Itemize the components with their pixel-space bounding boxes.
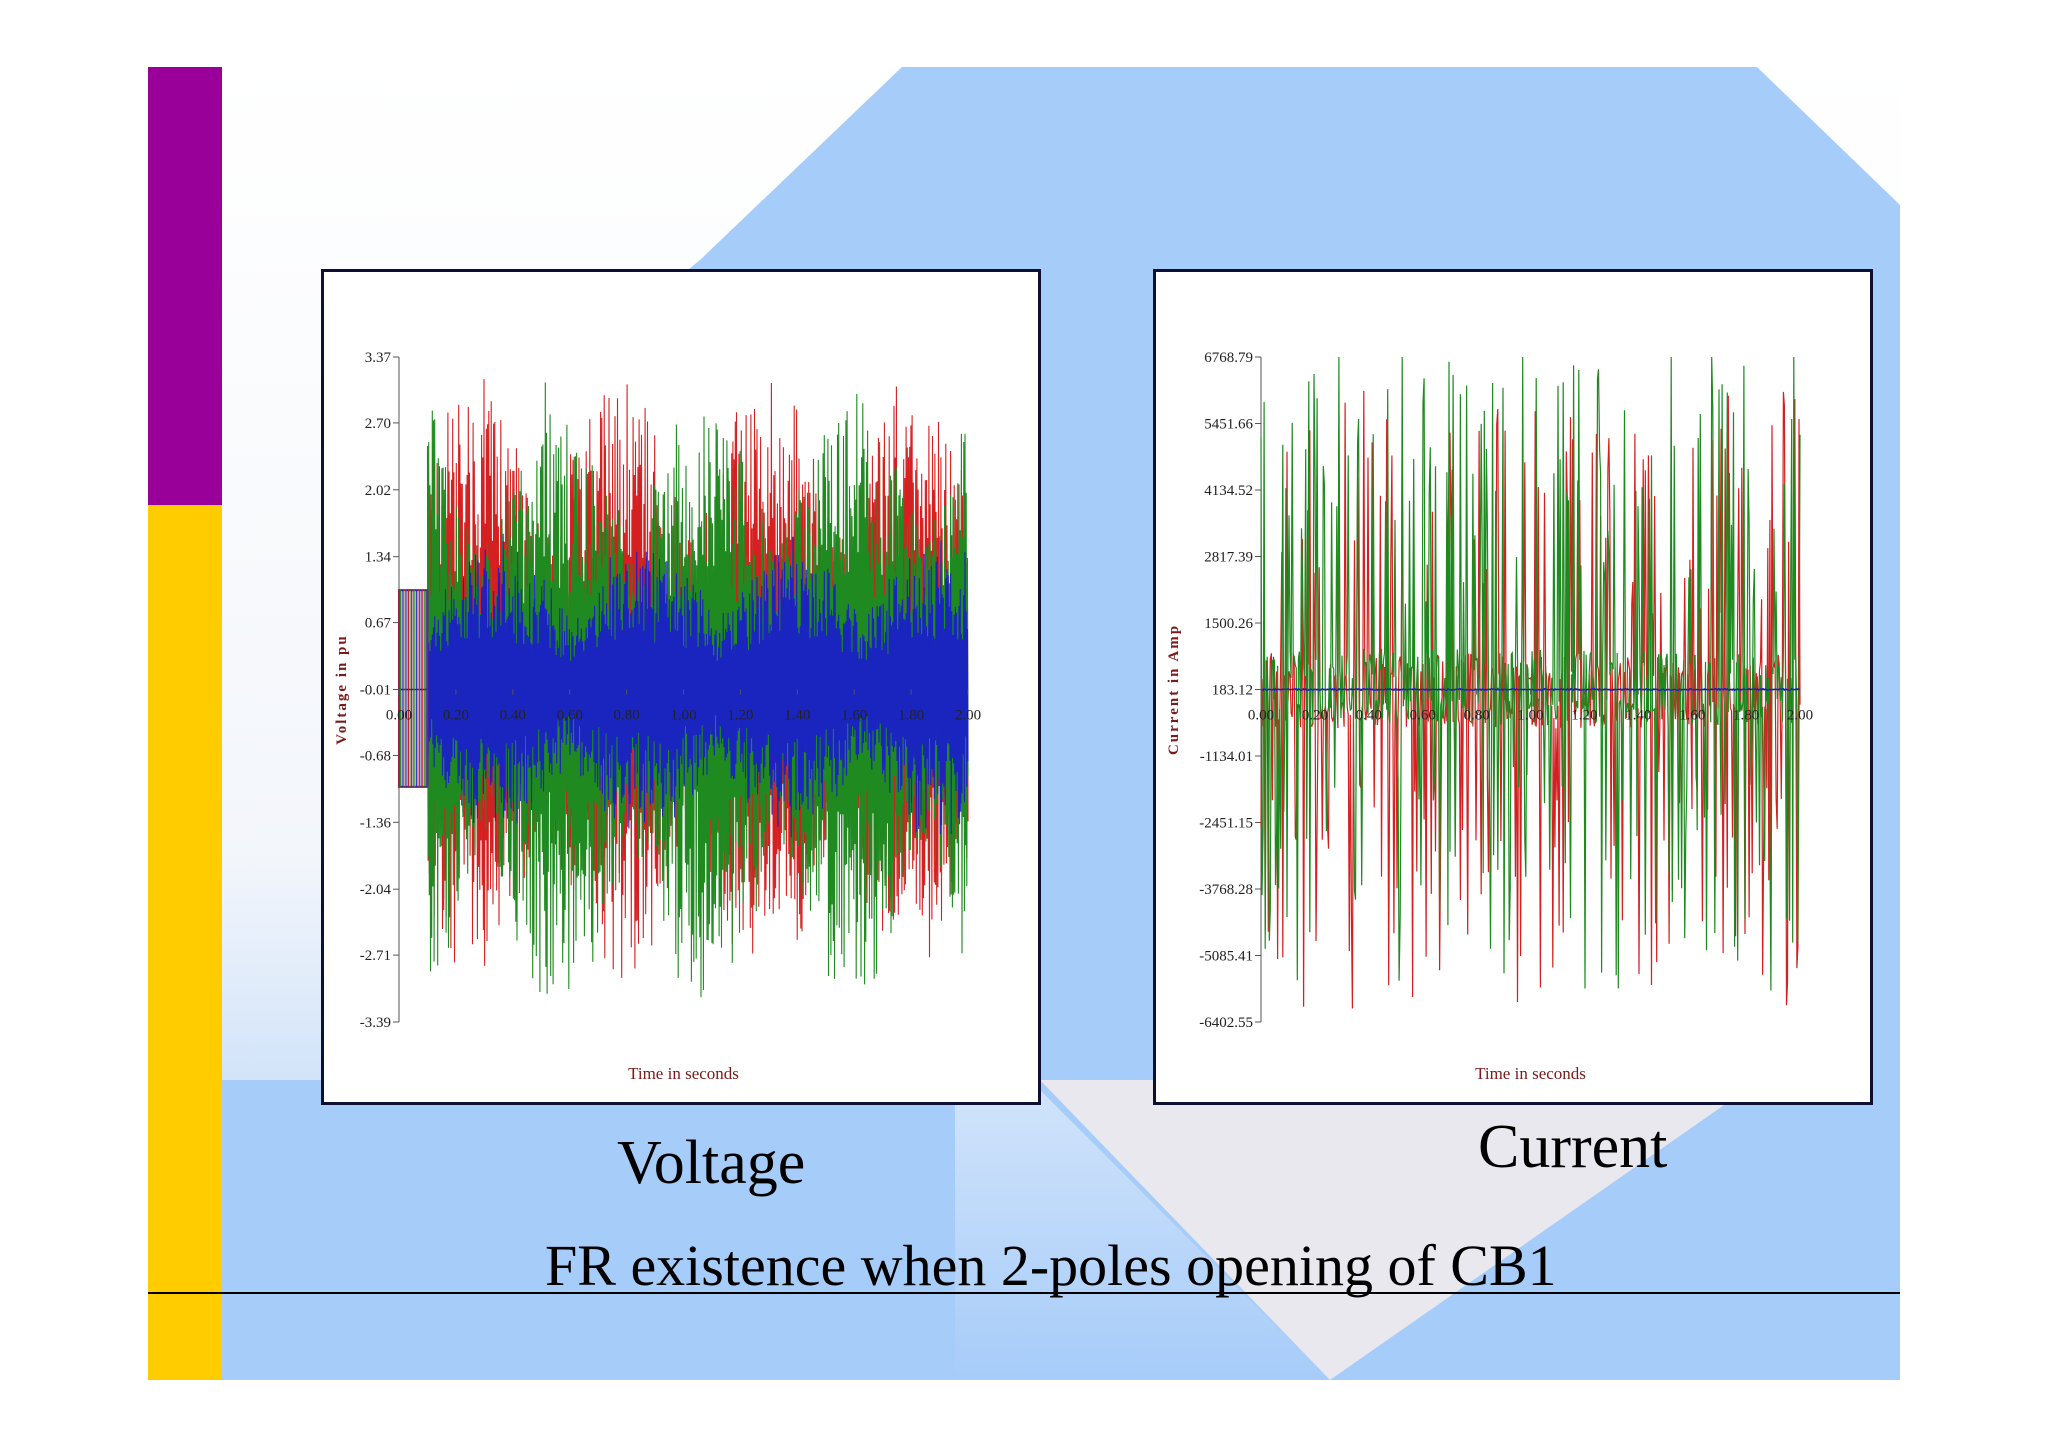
x-tick-label: 0.80: [613, 708, 639, 724]
y-tick-label: -2.04: [360, 882, 392, 898]
accent-bar-purple: [148, 67, 222, 505]
x-axis-title: Time in seconds: [1475, 1064, 1586, 1083]
y-tick-label: 2.70: [365, 416, 391, 432]
x-tick-label: 1.20: [727, 708, 753, 724]
accent-bar-yellow: [148, 505, 222, 1380]
y-tick-label: 4134.52: [1204, 483, 1253, 499]
y-tick-label: 1.34: [365, 550, 392, 566]
y-axis-title: Voltage in pu: [334, 634, 350, 744]
y-tick-label: -2.71: [360, 948, 391, 964]
x-tick-label: 0.20: [443, 708, 469, 724]
voltage-caption: Voltage: [617, 1129, 806, 1197]
y-tick-label: -3.39: [360, 1015, 391, 1031]
y-tick-label: -5085.41: [1199, 948, 1253, 964]
lower-diamond-shadow: [1330, 1200, 1900, 1380]
y-tick-label: 5451.66: [1204, 416, 1253, 432]
y-tick-label: 0.67: [365, 616, 392, 632]
x-tick-label: 2.00: [955, 708, 981, 724]
current-chart-panel: 6768.79 5451.66 4134.52 2817.39 1500.26 183.1…: [1153, 269, 1873, 1105]
y-tick-label: 3.37: [365, 350, 392, 366]
x-tick-label: 1.00: [1517, 708, 1543, 724]
x-tick-label: 1.40: [1625, 708, 1651, 724]
y-tick-label: -1.36: [360, 815, 392, 831]
y-tick-label: -6402.55: [1199, 1015, 1253, 1031]
current-chart: 6768.79 5451.66 4134.52 2817.39 1500.26 183.1…: [1166, 350, 1813, 1083]
y-tick-label: 2817.39: [1204, 549, 1253, 565]
x-tick-label: 1.80: [1733, 708, 1759, 724]
x-tick-label: 1.60: [841, 708, 867, 724]
series-1-trace: [1260, 356, 1801, 991]
y-tick-label: -0.68: [360, 748, 391, 764]
y-tick-label: -0.01: [360, 683, 391, 699]
y-tick-label: 6768.79: [1204, 350, 1253, 366]
y-tick-label: 2.02: [365, 483, 391, 499]
x-tick-label: 2.00: [1787, 708, 1813, 724]
y-tick-label: -3768.28: [1199, 882, 1253, 898]
x-tick-label: 1.00: [670, 708, 696, 724]
current-caption: Current: [1478, 1113, 1668, 1181]
x-tick-label: 1.20: [1571, 708, 1597, 724]
voltage-chart-panel: 3.37 2.70 2.02 1.34 0.67 -0.01 -0.68 -1.36 -2.04…: [321, 269, 1041, 1105]
slide-title: FR existence when 2-poles opening of CB1: [545, 1233, 1557, 1298]
x-tick-label: 1.40: [784, 708, 810, 724]
voltage-chart: 3.37 2.70 2.02 1.34 0.67 -0.01 -0.68 -1.36 -2.04…: [334, 350, 981, 1083]
x-tick-label: 0.00: [1248, 708, 1274, 724]
x-tick-label: 0.40: [1356, 708, 1382, 724]
x-tick-label: 1.80: [898, 708, 924, 724]
series-2-line: [426, 533, 969, 838]
x-tick-label: 0.80: [1463, 708, 1489, 724]
y-tick-label: -1134.01: [1200, 749, 1253, 765]
x-tick-label: 0.60: [557, 708, 583, 724]
x-axis-title: Time in seconds: [628, 1064, 739, 1083]
x-tick-label: 0.20: [1302, 708, 1328, 724]
lower-diamond-light: [1040, 1080, 1760, 1380]
y-tick-label: 183.12: [1212, 683, 1253, 699]
y-tick-label: -2451.15: [1199, 816, 1253, 832]
x-tick-label: 1.60: [1679, 708, 1705, 724]
y-axis-title: Current in Amp: [1166, 624, 1182, 755]
x-tick-label: 0.40: [500, 708, 526, 724]
series-2-trace: [426, 533, 969, 838]
x-tick-label: 0.60: [1410, 708, 1436, 724]
y-tick-label: 1500.26: [1204, 616, 1253, 632]
x-tick-label: 0.00: [386, 708, 412, 724]
series-1-line: [1260, 356, 1801, 991]
